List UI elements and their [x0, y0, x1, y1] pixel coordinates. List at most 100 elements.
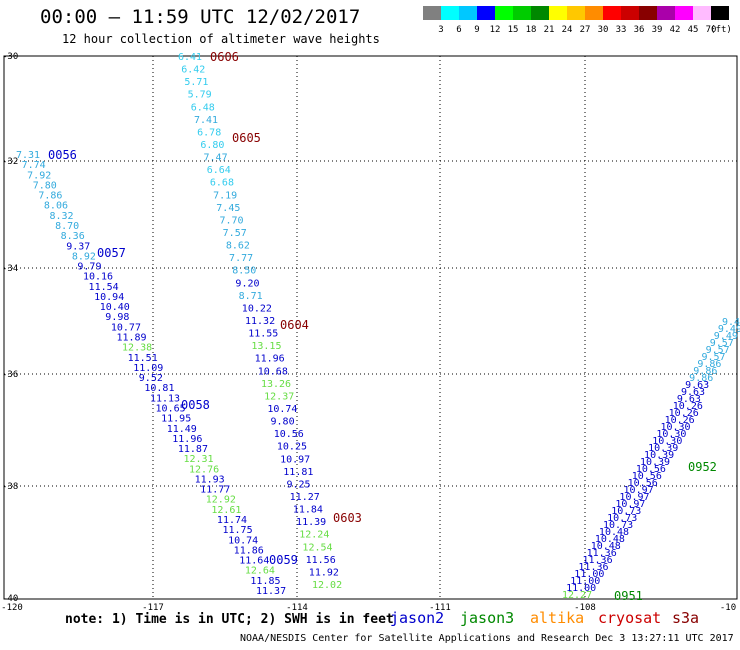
pass-time-label: 0606 [210, 50, 239, 64]
wave-height-value: 10.56 [628, 478, 658, 489]
wave-height-value: 10.39 [648, 443, 678, 454]
wave-height-value: 8.06 [44, 201, 68, 212]
wave-height-value: 10.73 [607, 513, 637, 524]
wave-height-value: 12.31 [183, 454, 213, 465]
wave-height-value: 9.63 [685, 380, 709, 391]
wave-height-value: 10.73 [603, 520, 633, 531]
colorbar-swatch [603, 6, 621, 20]
latitude-label: -38 [2, 482, 19, 492]
wave-height-value: 11.96 [172, 434, 202, 445]
colorbar-swatch [549, 6, 567, 20]
colorbar-label: 39 [651, 25, 663, 35]
wave-height-value: 7.92 [27, 170, 51, 181]
wave-height-value: 12.76 [189, 464, 219, 475]
wave-height-value: 8.70 [55, 221, 79, 232]
wave-height-value: 11.56 [306, 555, 336, 566]
wave-height-value: 11.32 [245, 316, 275, 327]
wave-height-value: 12.27 [562, 590, 592, 601]
wave-height-value: 8.92 [72, 251, 96, 262]
wave-height-value: 7.19 [213, 190, 237, 201]
wave-height-value: 11.64 [239, 556, 269, 567]
wave-height-value: 9.57 [706, 345, 730, 356]
wave-height-value: 9.63 [677, 394, 701, 405]
pass-time-label: 0605 [232, 131, 261, 145]
wave-height-value: 9.86 [697, 359, 721, 370]
wave-height-value: 6.78 [197, 127, 221, 138]
wave-height-value: 11.00 [574, 569, 604, 580]
colorbar-swatch [423, 6, 441, 20]
pass-time-label: 0604 [280, 318, 309, 332]
wave-height-value: 9.25 [286, 479, 310, 490]
wave-height-value: 10.56 [636, 464, 666, 475]
pass-time-label: 0059 [269, 553, 298, 567]
wave-height-value: 11.96 [255, 354, 285, 365]
wave-height-value: 8.71 [239, 291, 263, 302]
wave-height-value: 13.15 [251, 341, 281, 352]
wave-height-value: 11.89 [116, 333, 146, 344]
colorbar-swatch [639, 6, 657, 20]
wave-height-value: 10.30 [652, 436, 682, 447]
colorbar-swatch [675, 6, 693, 20]
wave-height-value: 11.87 [178, 444, 208, 455]
colorbar-swatch [585, 6, 603, 20]
pass-time-label: 0603 [333, 511, 362, 525]
wave-height-value: 9.63 [681, 387, 705, 398]
longitude-label: -108 [574, 603, 596, 613]
colorbar-swatch [567, 6, 585, 20]
wave-height-value: 7.57 [223, 228, 247, 239]
wave-height-value: 12.02 [312, 580, 342, 591]
wave-height-value: 9.86 [689, 373, 713, 384]
wave-height-value: 9.49 [718, 324, 740, 335]
wave-height-value: 8.36 [61, 231, 85, 242]
wave-height-value: 11.85 [250, 576, 280, 587]
wave-height-value: 9.52 [139, 373, 163, 384]
legend-jason2: jason2 [390, 609, 445, 627]
wave-height-value: 11.92 [309, 567, 339, 578]
wave-height-value: 6.41 [178, 52, 202, 63]
wave-height-value: 10.39 [644, 450, 674, 461]
wave-height-value: 9.80 [271, 417, 295, 428]
wave-height-value: 7.80 [33, 180, 57, 191]
wave-height-value: 10.48 [595, 534, 625, 545]
colorbar-swatch [441, 6, 459, 20]
wave-height-value: 11.51 [128, 353, 158, 364]
colorbar-label: 9 [474, 25, 480, 35]
longitude-label: -10 [719, 603, 737, 613]
wave-height-value: 10.77 [111, 322, 141, 333]
wave-height-value: 10.26 [665, 415, 695, 426]
colorbar-swatch [531, 6, 549, 20]
wave-height-value: 10.48 [591, 541, 621, 552]
wave-height-value: 11.27 [290, 492, 320, 503]
wave-height-value: 8.50 [232, 266, 256, 277]
longitude-label: -117 [142, 603, 164, 613]
wave-height-value: 10.56 [632, 471, 662, 482]
wave-height-value: 10.97 [280, 454, 310, 465]
wave-height-value: 10.48 [599, 527, 629, 538]
colorbar-swatch [513, 6, 531, 20]
wave-height-value: 10.39 [640, 457, 670, 468]
wave-height-value: 12.92 [206, 495, 236, 506]
wave-height-value: 10.65 [156, 403, 186, 414]
wave-height-value: 11.54 [89, 282, 119, 293]
wave-height-value: 11.77 [200, 485, 230, 496]
latitude-label: -40 [2, 594, 19, 604]
wave-height-value: 10.22 [242, 303, 272, 314]
latitude-label: -34 [2, 264, 19, 274]
colorbar-label: 27 [579, 25, 591, 35]
wave-height-value: 9.86 [693, 366, 717, 377]
wave-height-value: 11.84 [293, 505, 323, 516]
wave-height-value: 8.32 [49, 211, 73, 222]
colorbar-label: 33 [615, 25, 627, 35]
legend-altika: altika [530, 609, 585, 627]
wave-height-value: 11.13 [150, 393, 180, 404]
colorbar-label: 36 [633, 25, 645, 35]
wave-height-value: 10.68 [258, 366, 288, 377]
pass-time-label: 0057 [97, 246, 126, 260]
wave-height-value: 9.79 [77, 262, 101, 273]
pass-time-label: 0951 [614, 589, 643, 603]
colorbar-label: 30 [597, 25, 609, 35]
wave-height-value: 11.37 [256, 586, 286, 597]
wave-height-value: 11.36 [583, 555, 613, 566]
colorbar-swatch [693, 6, 711, 20]
